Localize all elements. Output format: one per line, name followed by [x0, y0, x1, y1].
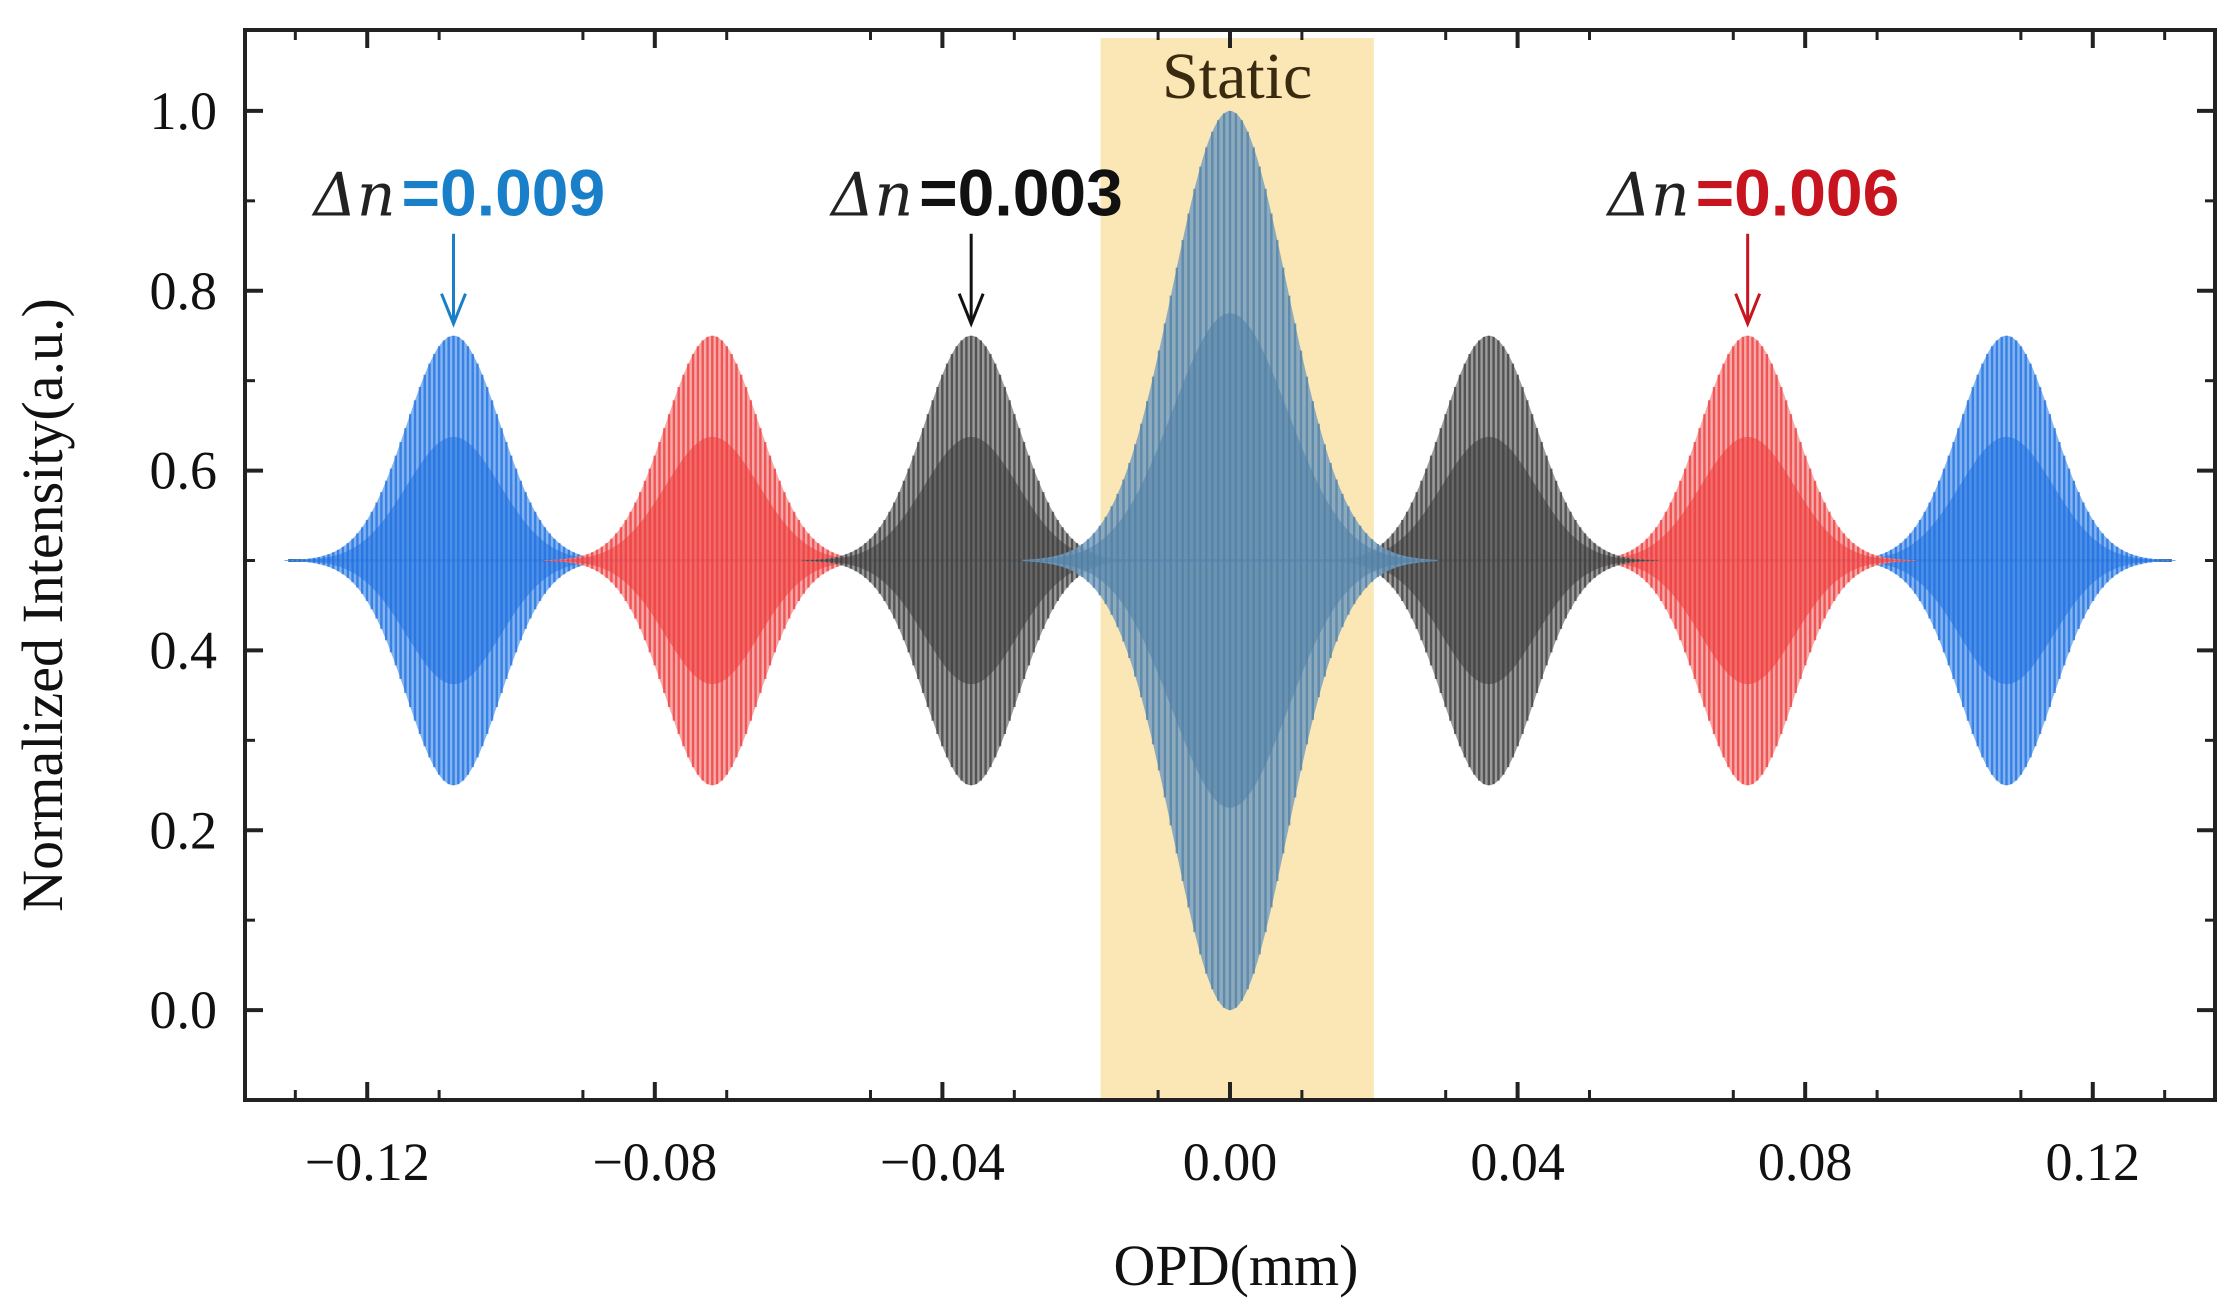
- x-tick-label: −0.12: [305, 1132, 430, 1192]
- envelope-core: [1022, 313, 1438, 808]
- annotation-2: Δn=0.006: [1606, 156, 1900, 328]
- annotation-0: Δn=0.009: [312, 156, 606, 328]
- annotation-value: =0.009: [401, 156, 605, 230]
- annotation-label: Δn=0.006: [1606, 156, 1900, 231]
- x-tick-label: −0.04: [880, 1132, 1005, 1192]
- annotation-prefix: Δn: [1606, 161, 1690, 231]
- annotation-prefix: Δn: [312, 161, 396, 231]
- envelope-core: [802, 436, 1140, 685]
- annotation-prefix: Δn: [829, 161, 913, 231]
- annotation-arrow-head: [440, 293, 467, 328]
- annotation-1: Δn=0.003: [829, 156, 1123, 328]
- annotation-arrow-head: [957, 293, 985, 328]
- envelope-core: [544, 436, 881, 685]
- signal-static-0: [1021, 110, 1439, 1011]
- x-axis-title: OPD(mm): [1114, 1233, 1359, 1298]
- envelope-core: [1579, 436, 1916, 685]
- annotation-value: =0.003: [919, 156, 1123, 230]
- static-region-label: Static: [1162, 40, 1312, 113]
- y-tick-label: 0.2: [150, 800, 218, 860]
- y-tick-label: 0.8: [150, 261, 218, 321]
- y-tick-label: 1.0: [150, 81, 218, 141]
- y-tick-label: 0.6: [150, 441, 218, 501]
- signal--n-0-006-0: [542, 335, 882, 786]
- annotation-label: Δn=0.009: [312, 156, 606, 231]
- y-tick-label: 0.4: [150, 620, 218, 680]
- envelope-core: [1838, 436, 2175, 685]
- signal--n-0-009-0: [284, 335, 623, 786]
- x-tick-label: 0.12: [2046, 1132, 2141, 1192]
- annotation-label: Δn=0.003: [829, 156, 1123, 231]
- envelope-core: [1320, 436, 1658, 685]
- x-tick-label: 0.04: [1470, 1132, 1565, 1192]
- x-tick-label: 0.00: [1183, 1132, 1278, 1192]
- x-tick-label: −0.08: [592, 1132, 717, 1192]
- envelope-core: [285, 436, 622, 685]
- x-tick-label: 0.08: [1758, 1132, 1853, 1192]
- annotation-value: =0.006: [1696, 156, 1900, 230]
- annotation-arrow-head: [1734, 293, 1762, 328]
- y-axis-title: Normalized Intensity(a.u.): [10, 298, 75, 912]
- y-tick-label: 0.0: [150, 980, 218, 1040]
